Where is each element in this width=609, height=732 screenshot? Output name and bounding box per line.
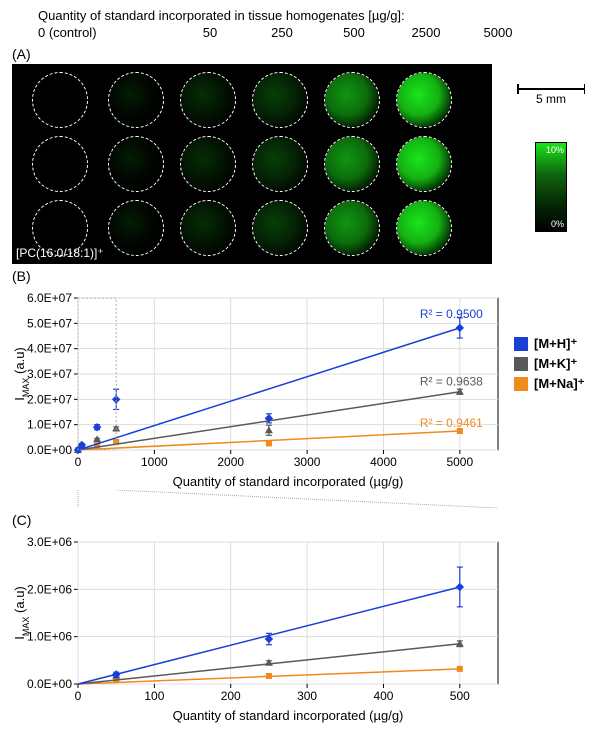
well <box>108 136 164 192</box>
svg-text:0.0E+00: 0.0E+00 <box>27 443 72 457</box>
svg-text:0: 0 <box>75 689 82 703</box>
conc-250: 250 <box>246 25 318 40</box>
well <box>180 136 236 192</box>
svg-text:4000: 4000 <box>370 455 397 469</box>
svg-text:Quantity of standard incorpora: Quantity of standard incorporated (µg/g) <box>173 708 404 723</box>
series-legend: [M+H]⁺ [M+K]⁺ [M+Na]⁺ <box>514 336 585 396</box>
svg-text:0: 0 <box>75 455 82 469</box>
conc-5000: 5000 <box>462 25 534 40</box>
header-line: Quantity of standard incorporated in tis… <box>38 8 601 23</box>
well <box>32 136 88 192</box>
legend-mna: [M+Na]⁺ <box>534 376 585 392</box>
legend-swatch-mna <box>514 377 528 391</box>
well <box>324 200 380 256</box>
well <box>32 72 88 128</box>
panel-b-label: (B) <box>12 268 601 284</box>
svg-text:R² = 0.9461: R² = 0.9461 <box>420 416 483 430</box>
svg-text:3000: 3000 <box>294 455 321 469</box>
svg-text:1.0E+06: 1.0E+06 <box>27 630 72 644</box>
legend-swatch-mh <box>514 337 528 351</box>
chart-c: 0.0E+00 1.0E+06 2.0E+06 3.0E+06 0 100 200 300 40… <box>8 534 508 724</box>
panel-c-label: (C) <box>12 512 601 528</box>
scale-bar: 5 mm <box>517 88 585 106</box>
conc-0: 0 (control) <box>38 25 126 40</box>
well <box>396 200 452 256</box>
svg-text:2.0E+07: 2.0E+07 <box>27 392 72 406</box>
panel-a-label: (A) <box>12 46 31 62</box>
svg-text:Quantity of standard incorpora: Quantity of standard incorporated (µg/g) <box>173 474 404 489</box>
conc-50: 50 <box>174 25 246 40</box>
svg-text:6.0E+07: 6.0E+07 <box>27 291 72 305</box>
well <box>32 200 88 256</box>
colorbar-min: 0% <box>551 219 564 229</box>
svg-text:5000: 5000 <box>446 455 473 469</box>
well <box>396 72 452 128</box>
legend-swatch-mk <box>514 357 528 371</box>
svg-text:3.0E+06: 3.0E+06 <box>27 535 72 549</box>
svg-text:1.0E+07: 1.0E+07 <box>27 418 72 432</box>
svg-text:R² = 0.9500: R² = 0.9500 <box>420 307 483 321</box>
well <box>252 136 308 192</box>
svg-text:3.0E+07: 3.0E+07 <box>27 367 72 381</box>
svg-text:100: 100 <box>144 689 164 703</box>
colorbar-max: 10% <box>546 145 564 155</box>
well <box>396 136 452 192</box>
svg-text:5.0E+07: 5.0E+07 <box>27 316 72 330</box>
ms-image: [PC(16:0/18:1)]⁺ <box>12 64 492 264</box>
conc-500: 500 <box>318 25 390 40</box>
well <box>252 200 308 256</box>
well <box>180 72 236 128</box>
scale-bar-label: 5 mm <box>517 92 585 106</box>
well <box>324 72 380 128</box>
svg-text:2000: 2000 <box>217 455 244 469</box>
chart-b: 0.0E+00 1.0E+07 2.0E+07 3.0E+07 4.0E+07 5.0E+… <box>8 290 508 490</box>
svg-text:200: 200 <box>221 689 241 703</box>
intensity-colorbar: 10% 0% <box>535 142 567 232</box>
svg-text:500: 500 <box>450 689 470 703</box>
svg-text:2.0E+06: 2.0E+06 <box>27 582 72 596</box>
zoom-connector <box>8 490 508 508</box>
svg-text:4.0E+07: 4.0E+07 <box>27 342 72 356</box>
svg-text:1000: 1000 <box>141 455 168 469</box>
svg-text:300: 300 <box>297 689 317 703</box>
svg-text:R² = 0.9638: R² = 0.9638 <box>420 375 483 389</box>
concentration-row: 0 (control) 50 250 500 2500 5000 <box>8 25 601 40</box>
well <box>180 200 236 256</box>
well <box>108 200 164 256</box>
conc-2500: 2500 <box>390 25 462 40</box>
svg-text:0.0E+00: 0.0E+00 <box>27 677 72 691</box>
legend-mk: [M+K]⁺ <box>534 356 577 372</box>
legend-mh: [M+H]⁺ <box>534 336 577 352</box>
well <box>324 136 380 192</box>
well <box>108 72 164 128</box>
well <box>252 72 308 128</box>
svg-text:400: 400 <box>373 689 393 703</box>
